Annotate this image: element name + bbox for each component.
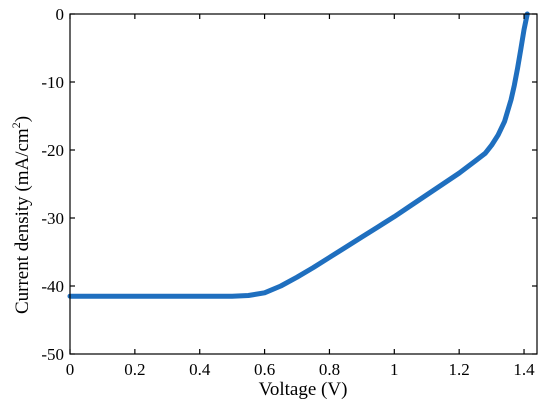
x-tick-label: 0 xyxy=(66,360,75,379)
x-tick-label: 1.4 xyxy=(513,360,535,379)
y-axis-label: Current density (mA/cm2) xyxy=(9,116,33,314)
y-tick-label: -20 xyxy=(41,141,64,160)
x-tick-label: 0.8 xyxy=(319,360,340,379)
x-tick-label: 0.6 xyxy=(254,360,275,379)
y-tick-label: -30 xyxy=(41,209,64,228)
tick-labels: 0 0.2 0.4 0.6 0.8 1 1.2 1.4 0 -10 -20 -30 -40 -50 xyxy=(41,5,535,379)
y-axis-label-close: ) xyxy=(12,116,33,122)
y-tick-label: -40 xyxy=(41,277,64,296)
series-line-1 xyxy=(67,11,530,299)
y-tick-label: -50 xyxy=(41,345,64,364)
y-axis-label-main: Current density (mA/cm xyxy=(12,128,33,314)
x-tick-label: 0.2 xyxy=(124,360,145,379)
plot-frame xyxy=(69,13,538,355)
x-axis-label: Voltage (V) xyxy=(259,379,348,400)
y-axis-label-sup: 2 xyxy=(9,122,23,128)
y-tick-label: -10 xyxy=(41,73,64,92)
axis-ticks xyxy=(69,13,537,355)
y-tick-label: 0 xyxy=(56,5,65,24)
plot-area xyxy=(67,11,530,299)
x-tick-label: 0.4 xyxy=(189,360,211,379)
x-tick-label: 1.2 xyxy=(449,360,470,379)
x-tick-label: 1 xyxy=(390,360,399,379)
